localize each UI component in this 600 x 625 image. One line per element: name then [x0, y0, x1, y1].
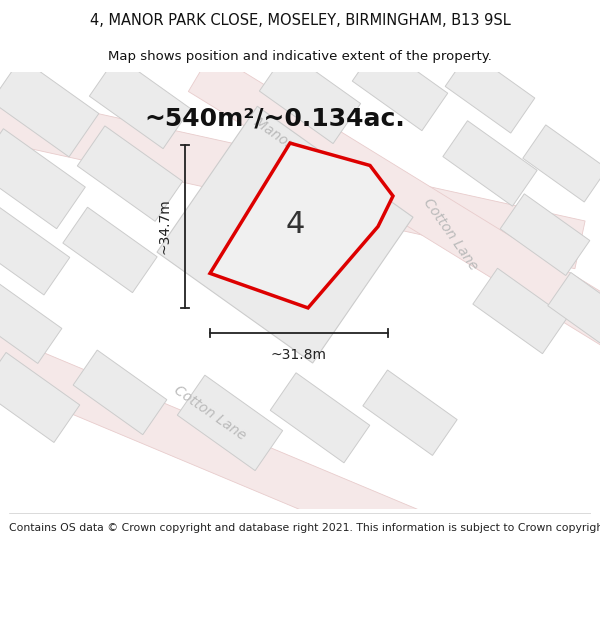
Text: 4: 4 — [286, 210, 305, 239]
Polygon shape — [445, 51, 535, 133]
Polygon shape — [157, 106, 413, 363]
Text: ~34.7m: ~34.7m — [157, 199, 171, 254]
Polygon shape — [0, 58, 99, 157]
Polygon shape — [89, 56, 191, 149]
Polygon shape — [0, 279, 62, 364]
Text: 4, MANOR PARK CLOSE, MOSELEY, BIRMINGHAM, B13 9SL: 4, MANOR PARK CLOSE, MOSELEY, BIRMINGHAM… — [89, 12, 511, 28]
Polygon shape — [188, 52, 600, 356]
Text: Cotton Lane: Cotton Lane — [420, 196, 480, 273]
Polygon shape — [73, 350, 167, 434]
Text: Manor Park Close: Manor Park Close — [251, 115, 358, 196]
Polygon shape — [210, 143, 393, 308]
Polygon shape — [0, 205, 70, 295]
Polygon shape — [363, 370, 457, 456]
Polygon shape — [0, 352, 80, 442]
Polygon shape — [443, 121, 537, 206]
Polygon shape — [63, 208, 157, 292]
Polygon shape — [0, 129, 85, 229]
Polygon shape — [473, 268, 567, 354]
Text: Map shows position and indicative extent of the property.: Map shows position and indicative extent… — [108, 49, 492, 62]
Text: Contains OS data © Crown copyright and database right 2021. This information is : Contains OS data © Crown copyright and d… — [9, 523, 600, 533]
Polygon shape — [178, 375, 283, 471]
Polygon shape — [500, 194, 590, 276]
Polygon shape — [0, 89, 585, 269]
Polygon shape — [548, 272, 600, 349]
Polygon shape — [352, 44, 448, 131]
Text: ~540m²/~0.134ac.: ~540m²/~0.134ac. — [145, 107, 406, 131]
Polygon shape — [77, 126, 182, 221]
Polygon shape — [259, 51, 361, 144]
Text: Cotton Lane: Cotton Lane — [172, 382, 248, 442]
Polygon shape — [523, 125, 600, 202]
Text: ~31.8m: ~31.8m — [271, 348, 327, 362]
Polygon shape — [0, 326, 488, 581]
Polygon shape — [270, 372, 370, 463]
